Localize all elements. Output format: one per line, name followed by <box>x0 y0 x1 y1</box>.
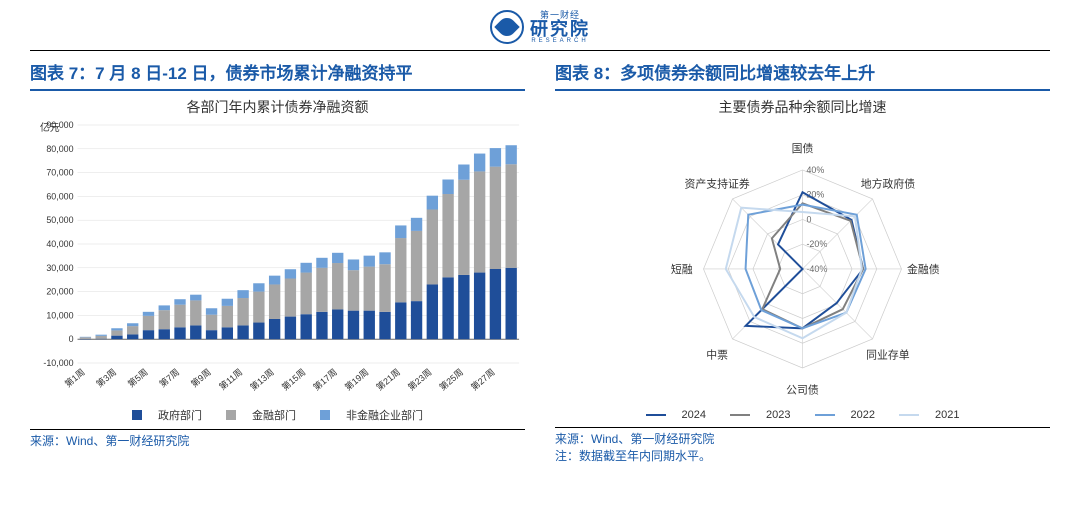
svg-text:-20%: -20% <box>806 239 827 249</box>
chart8-legend: 2024202320222021 <box>555 407 1050 421</box>
svg-text:第19周: 第19周 <box>342 366 370 392</box>
chart7-source-divider <box>30 429 525 430</box>
svg-text:第11周: 第11周 <box>217 366 245 392</box>
svg-text:20,000: 20,000 <box>46 287 73 297</box>
header-logo: 第一财经 研究院 RESEARCH <box>30 10 1050 44</box>
chart8-note: 注：数据截至年内同期水平。 <box>555 448 1050 465</box>
chart7-subtitle: 各部门年内累计债券净融资额 <box>30 97 525 117</box>
svg-text:第13周: 第13周 <box>248 366 276 392</box>
chart8-source: 来源：Wind、第一财经研究院 <box>555 431 1050 448</box>
svg-text:第9周: 第9周 <box>188 366 212 389</box>
svg-text:30,000: 30,000 <box>46 263 73 273</box>
svg-text:国债: 国债 <box>792 141 814 155</box>
logo-icon <box>490 10 524 44</box>
chart8-area: 40%20%0-20%-40%国债地方政府债金融债同业存单公司债中票短融资产支持… <box>555 119 1050 409</box>
svg-text:第23周: 第23周 <box>405 366 433 392</box>
svg-text:第27周: 第27周 <box>468 366 496 392</box>
svg-text:0: 0 <box>806 215 811 225</box>
svg-text:40%: 40% <box>806 165 824 175</box>
svg-text:40,000: 40,000 <box>46 239 73 249</box>
svg-text:公司债: 公司债 <box>786 383 819 397</box>
chart8-title: 图表 8：多项债券余额同比增速较去年上升 <box>555 63 1050 91</box>
logo-big-text: 研究院 <box>530 20 590 38</box>
svg-text:同业存单: 同业存单 <box>866 347 910 361</box>
chart8-subtitle: 主要债券品种余额同比增速 <box>555 97 1050 117</box>
chart8-source-divider <box>555 427 1050 428</box>
chart7-block: 图表 7：7 月 8 日-12 日，债券市场累计净融资持平 各部门年内累计债券净… <box>30 63 525 465</box>
svg-text:第3周: 第3周 <box>94 366 118 389</box>
svg-text:第15周: 第15周 <box>279 366 307 392</box>
svg-text:第5周: 第5周 <box>125 366 149 389</box>
svg-text:第25周: 第25周 <box>437 366 465 392</box>
chart7-title: 图表 7：7 月 8 日-12 日，债券市场累计净融资持平 <box>30 63 525 91</box>
top-divider <box>30 50 1050 51</box>
svg-text:第7周: 第7周 <box>157 366 181 389</box>
svg-text:短融: 短融 <box>671 262 693 276</box>
svg-text:资产支持证券: 资产支持证券 <box>684 177 749 191</box>
svg-text:第17周: 第17周 <box>311 366 339 392</box>
svg-text:第21周: 第21周 <box>374 366 402 392</box>
svg-text:80,000: 80,000 <box>46 144 73 154</box>
chart8-block: 图表 8：多项债券余额同比增速较去年上升 主要债券品种余额同比增速 40% 20%… <box>555 63 1050 465</box>
svg-text:亿元: 亿元 <box>40 121 60 134</box>
svg-text:60,000: 60,000 <box>46 191 73 201</box>
svg-text:0: 0 <box>69 334 74 344</box>
chart7-legend: 政府部门金融部门非金融企业部门 <box>30 407 525 423</box>
svg-text:第1周: 第1周 <box>62 366 86 389</box>
svg-text:金融债: 金融债 <box>907 262 940 276</box>
chart7-area: -10,000 0 10,000 20,000 30,000 40,000 50,000 60… <box>30 119 525 409</box>
svg-text:70,000: 70,000 <box>46 168 73 178</box>
svg-text:50,000: 50,000 <box>46 215 73 225</box>
svg-text:10,000: 10,000 <box>46 310 73 320</box>
chart7-source: 来源：Wind、第一财经研究院 <box>30 433 525 450</box>
svg-text:-10,000: -10,000 <box>43 358 73 368</box>
logo-en-text: RESEARCH <box>530 38 590 44</box>
svg-text:地方政府债: 地方政府债 <box>861 177 915 191</box>
svg-text:中票: 中票 <box>706 348 728 361</box>
svg-text:20%: 20% <box>806 190 824 200</box>
